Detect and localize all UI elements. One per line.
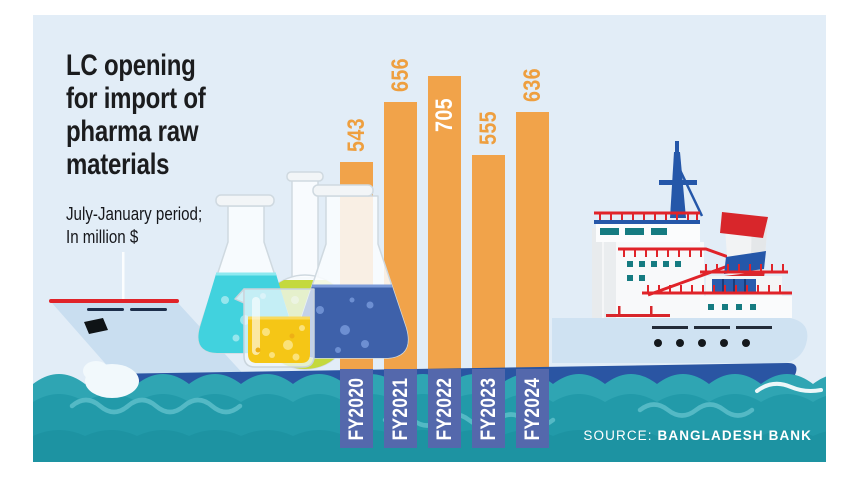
bar-FY2024 [516, 112, 549, 381]
ship-railing-ticks [623, 249, 702, 257]
chart-bars-layer: 543 656 705 555 636 [33, 15, 826, 462]
category-box-FY2020: FY2020 [340, 369, 373, 448]
ship-midblock-shade [604, 242, 616, 320]
ship-tower-shade [592, 228, 602, 320]
bridge-window [625, 228, 644, 235]
cabin-window-lines [722, 279, 746, 293]
wave-white-crest [755, 381, 823, 393]
bow-deck-dash [130, 308, 167, 311]
bridge-window [600, 228, 619, 235]
ship-bridge [596, 224, 700, 242]
funnel-red-cap [720, 212, 768, 238]
ship-bow-illustration [49, 252, 247, 378]
ship-railing-base [594, 220, 700, 224]
beaker-reflection [252, 297, 260, 355]
ship-railing-ticks [705, 264, 784, 272]
ship-railing-ticks [599, 213, 698, 221]
bow-wake-foam [83, 361, 139, 398]
ship-railing-ticks [647, 285, 781, 293]
bubbles [316, 297, 374, 353]
beaker [234, 288, 315, 368]
blue-liquid [296, 286, 408, 358]
category-box-FY2024: FY2024 [516, 369, 549, 448]
funnel-blue-stripe [724, 251, 766, 274]
bow-hawse-hole [84, 318, 108, 334]
category-box-FY2021: FY2021 [384, 369, 417, 448]
bubbles-dark [255, 333, 295, 353]
hull-deck-dashes [652, 326, 772, 329]
cargo-ship-illustration [552, 141, 808, 363]
ship-deckhouse [700, 296, 792, 318]
bubbles [262, 325, 305, 361]
hull-portholes [654, 339, 750, 347]
lab-flasks-illustration [197, 171, 409, 370]
category-box-FY2023: FY2023 [472, 369, 505, 448]
ship-mast-stay [677, 167, 704, 217]
erlenmeyer-flask-blue [295, 184, 409, 359]
deckhouse-windows [708, 304, 756, 310]
bar-FY2023 [472, 155, 505, 381]
infographic-canvas: 543 656 705 555 636 [33, 15, 826, 462]
bow-deck-red-line [49, 299, 179, 303]
category-label: FY2022 [432, 377, 456, 440]
category-label: FY2024 [520, 377, 544, 440]
bridge-window [651, 228, 667, 235]
bow-mast-line [122, 252, 125, 302]
ship-mast-top [675, 141, 679, 154]
ship-porthole-windows [627, 261, 681, 281]
category-box-FY2022: FY2022 [428, 369, 461, 448]
category-label: FY2021 [388, 377, 412, 440]
category-label: FY2020 [344, 377, 368, 440]
bar-FY2022 [428, 76, 461, 381]
bow-deck-dash [87, 308, 124, 311]
chart-category-layer: FY2020 FY2021 FY2022 FY2023 FY2024 [33, 15, 826, 462]
category-label: FY2023 [476, 377, 500, 440]
ship-mast-crossbar [659, 180, 697, 185]
